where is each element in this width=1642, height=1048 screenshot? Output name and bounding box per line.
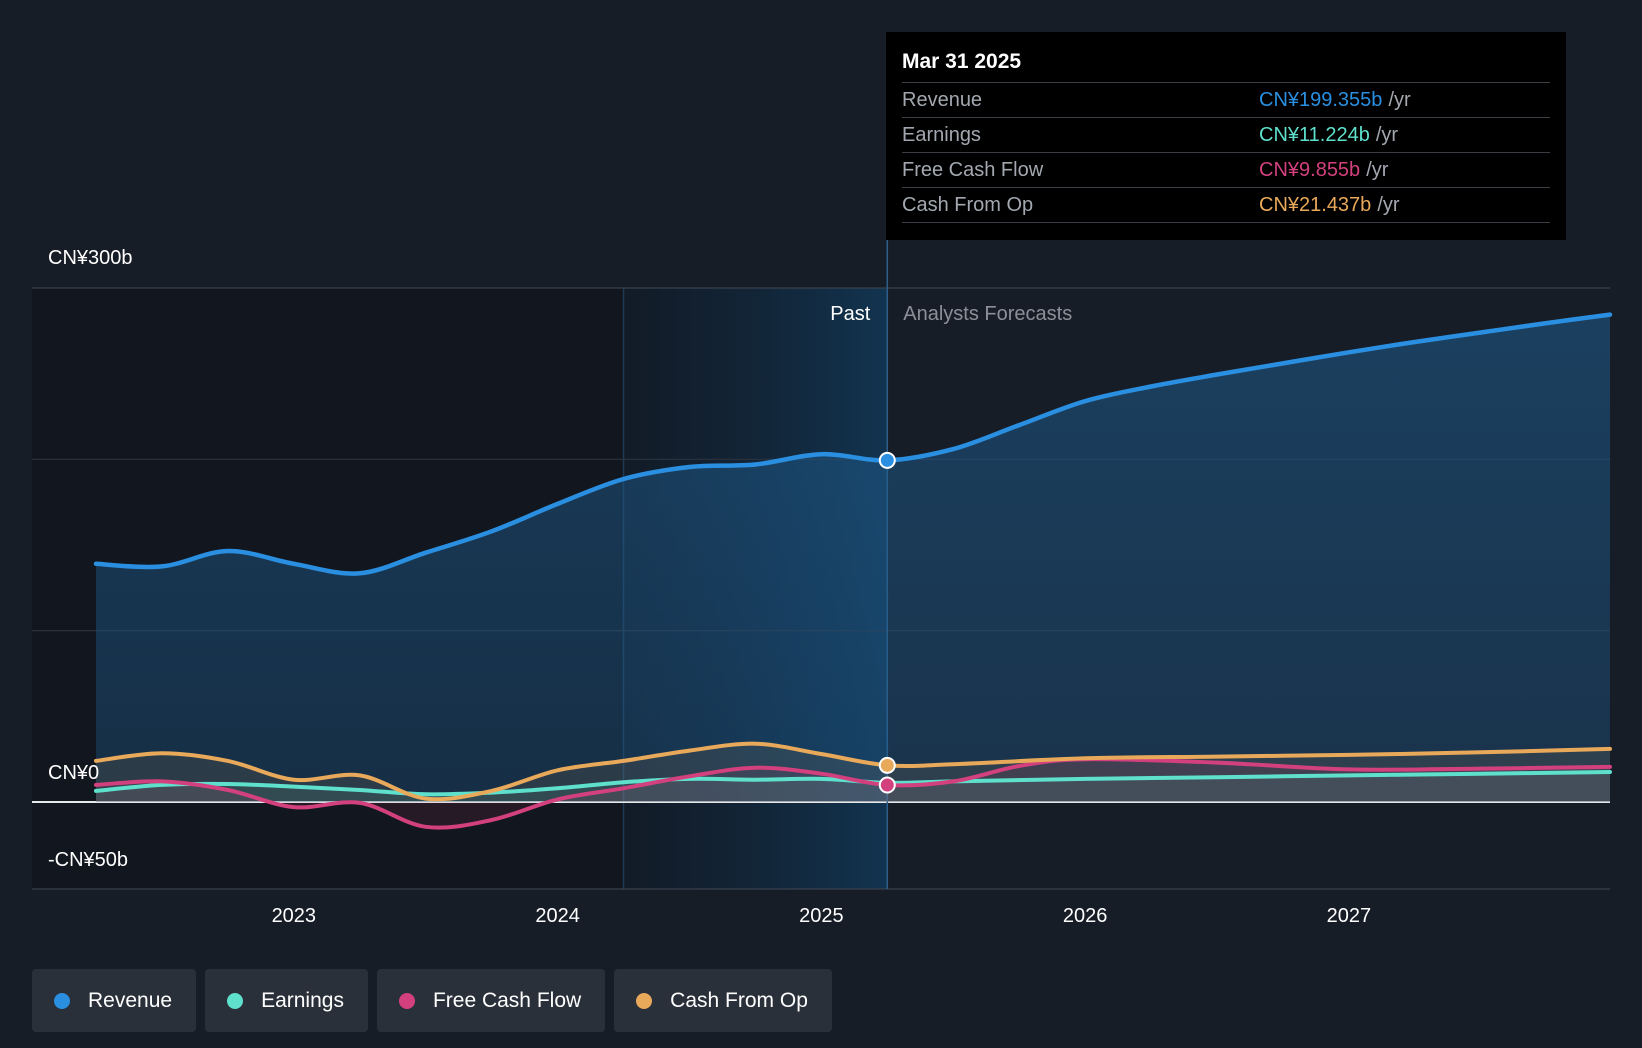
tooltip-row-free-cash-flow: Free Cash Flow CN¥9.855b /yr bbox=[902, 152, 1550, 187]
tooltip-value: CN¥9.855b bbox=[1259, 159, 1361, 181]
tooltip-row-revenue: Revenue CN¥199.355b /yr bbox=[902, 82, 1550, 117]
revenue-line bbox=[93, 312, 1613, 576]
legend-item-free-cash-flow[interactable]: Free Cash Flow bbox=[376, 969, 606, 1032]
free-cash-flow-marker bbox=[878, 776, 896, 794]
y-tick-label: -CN¥50b bbox=[48, 849, 128, 871]
earnings-line bbox=[94, 770, 1612, 797]
tooltip-unit: /yr bbox=[1388, 89, 1411, 111]
chart: CN¥300b CN¥0 -CN¥50b 2023 2024 2025 2026 2027 Pa… bbox=[32, 240, 1613, 927]
legend: Revenue Earnings Free Cash Flow Cash Fro… bbox=[32, 969, 832, 1032]
cash-from-op-dot-icon bbox=[636, 992, 653, 1009]
tooltip-value: CN¥11.224b bbox=[1259, 124, 1370, 146]
forecast-label: Analysts Forecasts bbox=[903, 303, 1072, 325]
tooltip-value: CN¥199.355b bbox=[1259, 89, 1383, 111]
tooltip-unit: /yr bbox=[1377, 194, 1400, 216]
legend-item-earnings[interactable]: Earnings bbox=[205, 969, 368, 1032]
y-tick-label: CN¥0 bbox=[48, 762, 99, 784]
free-cash-flow-dot-icon bbox=[398, 992, 415, 1009]
legend-label: Revenue bbox=[88, 988, 173, 1012]
x-tick-label: 2025 bbox=[799, 905, 844, 927]
tooltip-label: Revenue bbox=[902, 89, 983, 111]
tooltip-label: Cash From Op bbox=[902, 194, 1034, 216]
earnings-dot-icon bbox=[227, 992, 244, 1009]
cash-from-op-line bbox=[94, 741, 1612, 802]
revenue-marker bbox=[878, 451, 896, 469]
revenue-dot-icon bbox=[54, 992, 70, 1009]
x-tick-label: 2027 bbox=[1327, 905, 1372, 927]
free-cash-flow-line bbox=[94, 757, 1612, 830]
tooltip-value: CN¥21.437b bbox=[1259, 194, 1372, 216]
legend-item-revenue[interactable]: Revenue bbox=[32, 969, 197, 1032]
tooltip-date: Mar 31 2025 bbox=[902, 50, 1022, 73]
cash-from-op-marker bbox=[878, 756, 896, 774]
y-tick-label: CN¥300b bbox=[48, 247, 133, 269]
legend-item-cash-from-op[interactable]: Cash From Op bbox=[614, 969, 832, 1032]
x-tick-label: 2026 bbox=[1063, 905, 1108, 927]
tooltip: Mar 31 2025 Revenue CN¥199.355b /yr Earn… bbox=[886, 32, 1566, 240]
tooltip-row-earnings: Earnings CN¥11.224b /yr bbox=[902, 117, 1550, 152]
legend-label: Earnings bbox=[261, 988, 344, 1012]
past-label: Past bbox=[830, 303, 870, 325]
tooltip-label: Earnings bbox=[902, 124, 981, 146]
x-tick-label: 2024 bbox=[535, 905, 580, 927]
legend-label: Cash From Op bbox=[670, 988, 808, 1012]
tooltip-unit: /yr bbox=[1375, 124, 1399, 146]
tooltip-unit: /yr bbox=[1366, 159, 1389, 181]
legend-label: Free Cash Flow bbox=[432, 988, 582, 1012]
x-tick-label: 2023 bbox=[272, 905, 317, 927]
tooltip-row-cash-from-op: Cash From Op CN¥21.437b /yr bbox=[902, 187, 1550, 223]
tooltip-label: Free Cash Flow bbox=[902, 159, 1044, 181]
revenue-area bbox=[96, 314, 1610, 802]
